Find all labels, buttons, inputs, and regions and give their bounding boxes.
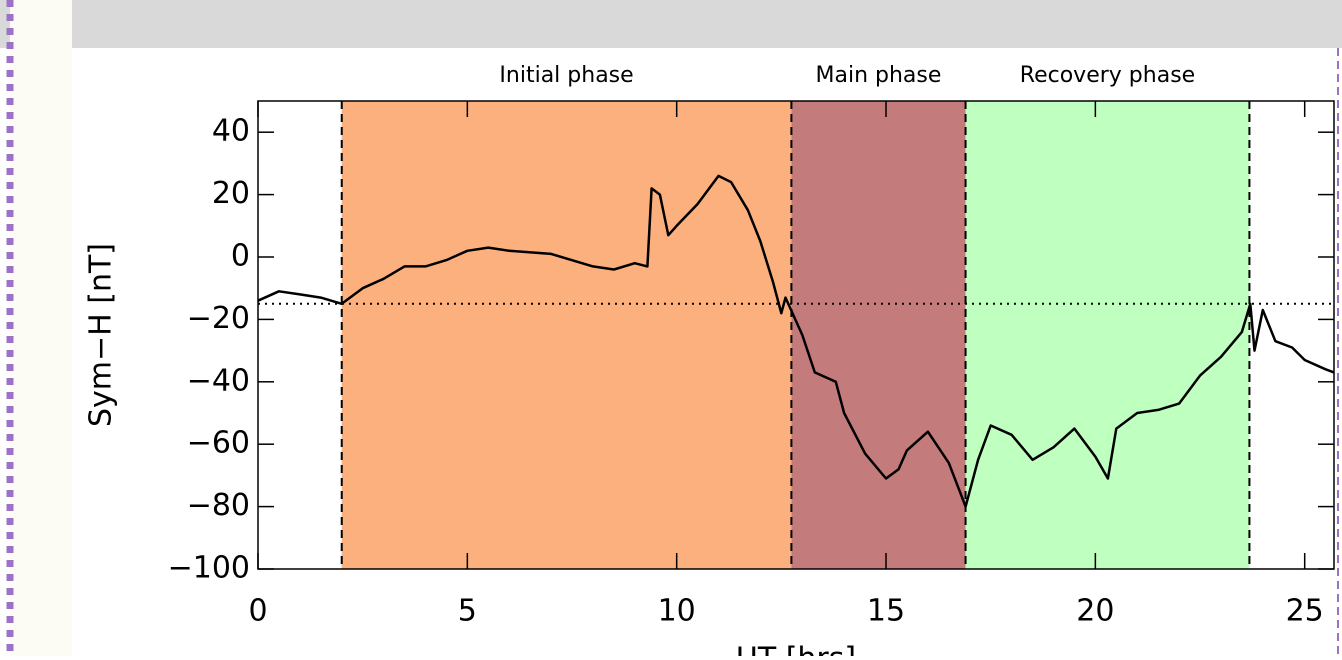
- phase-region: [965, 101, 1250, 569]
- x-tick-label: 10: [658, 594, 696, 629]
- x-tick-label: 0: [248, 594, 267, 629]
- y-tick-label: −60: [187, 426, 250, 461]
- plot-frame: [257, 100, 1335, 570]
- y-tick-label: −80: [187, 488, 250, 523]
- phase-label: Main phase: [816, 63, 942, 88]
- x-tick-label: 25: [1286, 594, 1324, 629]
- phase-region: [791, 101, 966, 569]
- side-panel: [10, 0, 72, 656]
- header-bar: [0, 0, 1342, 48]
- x-tick-label: 5: [458, 594, 477, 629]
- x-axis-title: UT [hrs]: [736, 642, 856, 657]
- phase-label: Initial phase: [499, 63, 633, 88]
- y-tick-label: 40: [212, 114, 250, 149]
- series-line: [257, 174, 1335, 508]
- phase-region: [341, 101, 792, 569]
- y-tick-label: 0: [231, 239, 250, 274]
- plot: Initial phase Main phase Recovery phase −10…: [168, 63, 1335, 629]
- phase-label: Recovery phase: [1020, 63, 1195, 88]
- y-tick-label: 20: [212, 176, 250, 211]
- y-tick-label: −40: [187, 363, 250, 398]
- y-axis-title: Sym−H [nT]: [84, 243, 119, 427]
- y-tick-label: −100: [168, 551, 250, 586]
- x-tick-label: 15: [867, 594, 905, 629]
- y-tick-label: −20: [187, 301, 250, 336]
- x-tick-label: 20: [1076, 594, 1114, 629]
